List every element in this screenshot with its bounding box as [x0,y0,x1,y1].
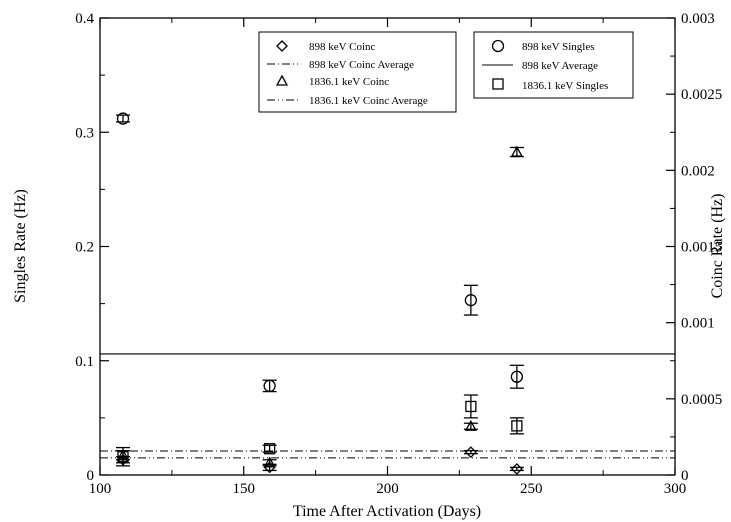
legend-label-898-coinc: 898 keV Coinc [309,41,376,53]
legend-marker-square [492,78,504,90]
data-point-circle [464,294,478,307]
data-point-triangle [510,145,523,157]
legend-label-1836-coinc: 1836.1 keV Coinc [309,76,389,88]
data-point-circle [263,379,276,393]
x-tick-label: 150 [233,481,256,497]
y-right-tick-label: 0 [681,468,689,484]
legend-label-898-coinc-avg: 898 keV Coinc Average [309,59,414,71]
y-left-tick-label: 0.2 [75,240,94,256]
x-axis-ticks: 100 150 200 250 300 [89,18,687,497]
x-tick-label: 300 [664,481,687,497]
legend-coinc-box [258,31,457,113]
data-point-square [511,420,523,432]
y-left-tick-label: 0.4 [75,11,94,27]
y-left-tick-label: 0 [87,468,95,484]
x-tick-label: 200 [376,481,399,497]
x-axis-label: Time After Activation (Days) [293,503,481,520]
x-tick-label: 250 [520,481,543,497]
data-point-circle [510,370,524,383]
legend-label-898-singles: 898 keV Singles [522,41,595,53]
legend-singles: 898 keV Singles 898 keV Average 1836.1 k… [473,31,634,99]
legend-marker-circle [491,39,505,53]
data-point-triangle [464,419,477,431]
average-lines [100,353,675,459]
legend-marker-diamond [276,40,288,52]
data-point-triangle [263,456,276,468]
y-right-tick-label: 0.002 [681,163,715,179]
data-point-diamond [510,462,523,475]
y-right-tick-label: 0.003 [681,11,715,27]
y-axis-right-label: Coinc Rate (Hz) [709,194,726,299]
legend-label-1836-singles: 1836.1 keV Singles [522,80,608,92]
legend-label-1836-coinc-avg: 1836.1 keV Coinc Average [309,95,428,107]
y-left-tick-label: 0.1 [75,354,94,370]
legend-coinc: 898 keV Coinc 898 keV Coinc Average 1836… [258,31,457,113]
y-axis-left-ticks: 0 0.1 0.2 0.3 0.4 [75,11,109,484]
x-tick-label: 100 [89,481,112,497]
legend-marker-triangle [275,74,289,86]
y-right-tick-label: 0.0015 [681,240,722,256]
data-point-square [263,443,276,455]
data-point-circle [116,112,130,125]
data-point-diamond [464,446,477,459]
y-right-tick-label: 0.0025 [681,87,722,103]
y-right-tick-label: 0.001 [681,316,715,332]
data-point-square [465,400,477,413]
y-axis-right-ticks: 0 0.0005 0.001 0.0015 0.002 0.0025 0.003 [666,11,722,484]
data-marks [116,112,524,475]
legend-label-898-average: 898 keV Average [522,60,598,72]
y-left-tick-label: 0.3 [75,125,94,141]
y-axis-left-label: Singles Rate (Hz) [12,189,29,303]
data-point-square [117,451,129,463]
y-right-tick-label: 0.0005 [681,392,722,408]
